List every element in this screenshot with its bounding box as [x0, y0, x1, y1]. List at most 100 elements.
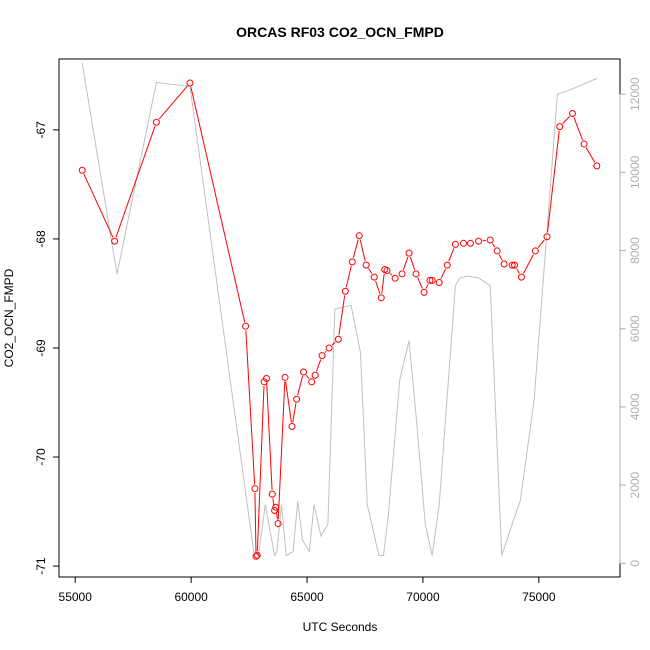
data-point	[383, 267, 391, 275]
data-point	[370, 273, 378, 281]
data-point	[272, 503, 280, 511]
data-point	[426, 276, 434, 284]
data-point	[325, 344, 333, 352]
series-segment	[254, 492, 257, 553]
x-tick-label: 65000	[290, 590, 324, 604]
data-point	[242, 322, 250, 330]
data-point	[334, 335, 342, 343]
data-point	[251, 485, 259, 493]
y2-tick-label: 0	[628, 560, 642, 567]
data-point	[508, 261, 516, 269]
data-point	[377, 294, 385, 302]
series-segment	[345, 265, 352, 288]
chart-title: ORCAS RF03 CO2_OCN_FMPD	[236, 24, 444, 40]
y-tick-label: -69	[34, 339, 48, 357]
data-point	[593, 162, 601, 170]
data-point	[152, 118, 160, 126]
series-segment	[448, 248, 455, 262]
data-point	[186, 79, 194, 87]
data-point	[475, 237, 483, 245]
data-point	[288, 423, 296, 431]
data-point	[311, 371, 319, 379]
data-point	[111, 237, 119, 245]
series-segment	[537, 239, 545, 248]
series-segment	[359, 239, 366, 262]
data-point	[262, 375, 270, 383]
series-segment	[158, 85, 188, 120]
plot-frame	[58, 58, 621, 578]
data-point	[517, 273, 525, 281]
series-segment	[305, 374, 310, 379]
data-point	[348, 258, 356, 266]
data-point	[274, 520, 282, 528]
data-point	[486, 236, 494, 244]
y-axis-label: CO2_OCN_FMPD	[2, 268, 16, 367]
y-tick-label: -70	[34, 448, 48, 466]
series-segment	[440, 268, 446, 279]
series-segment	[115, 126, 156, 238]
data-point	[412, 270, 420, 278]
series-segment	[316, 359, 322, 372]
data-point	[493, 247, 501, 255]
series-fmpd	[78, 79, 601, 560]
series-segment	[546, 130, 560, 233]
data-point	[460, 239, 468, 247]
y2-tick-label: 10000	[628, 155, 642, 189]
y2-tick-label: 2000	[628, 471, 642, 498]
data-point	[500, 260, 508, 268]
x-tick-label: 70000	[406, 590, 440, 604]
data-point	[253, 551, 261, 559]
data-point	[300, 368, 308, 376]
y-tick-label: -68	[34, 230, 48, 248]
x-tick-label: 55000	[59, 590, 93, 604]
data-point	[511, 261, 519, 269]
data-point	[318, 352, 326, 360]
series-segment	[368, 268, 373, 274]
data-point	[543, 233, 551, 241]
series-segment	[585, 147, 596, 163]
data-point	[443, 261, 451, 269]
data-point	[268, 490, 276, 498]
data-point	[556, 123, 564, 131]
series-segment	[338, 295, 346, 336]
data-point	[252, 552, 260, 560]
data-point	[293, 395, 301, 403]
series-segment	[245, 330, 256, 485]
series-segment	[492, 243, 496, 248]
series-segment	[352, 239, 359, 258]
series-segment	[297, 375, 304, 396]
axes: 55000 60000 65000 70000 75000-71-70-69-68-67…	[34, 77, 642, 604]
x-tick-label: 60000	[174, 590, 208, 604]
x-tick-label: 75000	[522, 590, 556, 604]
y-tick-label: -71	[34, 557, 48, 575]
data-point	[568, 110, 576, 118]
data-point	[451, 240, 459, 248]
data-point	[362, 261, 370, 269]
data-point	[580, 140, 588, 148]
data-point	[435, 279, 443, 287]
series-segment	[389, 273, 393, 276]
series-segment	[190, 86, 246, 323]
series-segment	[573, 117, 584, 141]
data-point	[281, 373, 289, 381]
data-point	[391, 274, 399, 282]
series-segment	[324, 350, 327, 353]
series-segment	[498, 254, 503, 261]
series-segment	[562, 116, 570, 124]
series-segment	[417, 277, 423, 289]
data-point	[308, 378, 316, 386]
series-segment	[331, 341, 336, 346]
series-segment	[285, 381, 292, 423]
series-segment	[277, 381, 286, 520]
data-point	[341, 287, 349, 295]
series-segment	[292, 403, 297, 423]
series-segment	[375, 280, 381, 295]
x-axis-label: UTC Seconds	[303, 620, 378, 634]
series-segment	[425, 283, 429, 289]
y2-tick-label: 4000	[628, 393, 642, 420]
data-point	[78, 166, 86, 174]
series-altitude-line	[81, 62, 597, 557]
series-segment	[256, 385, 265, 552]
data-point	[420, 288, 428, 296]
